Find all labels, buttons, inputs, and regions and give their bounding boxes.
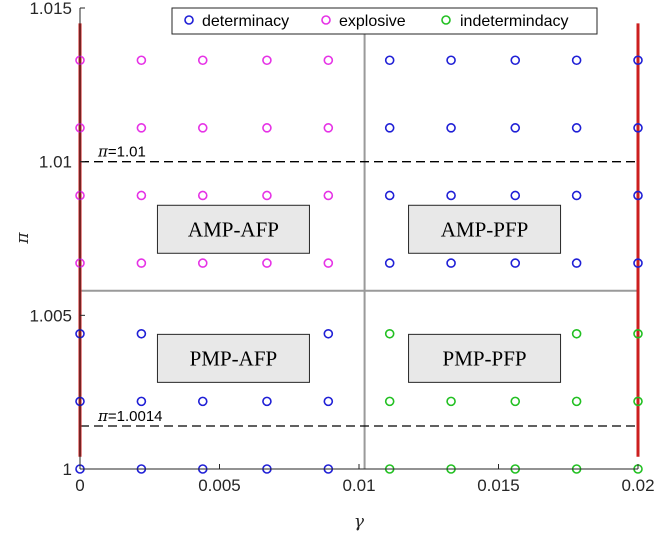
explosive-point (262, 55, 272, 66)
determinacy-point (571, 55, 582, 66)
determinacy-point (136, 396, 147, 407)
determinacy-point (571, 123, 582, 133)
ticks: 0 0.005 0.01 0.015 0.02 1 1.005 1.01 1.015 (29, 0, 654, 495)
region-labels: AMP-AFP AMP-PFP PMP-AFP PMP-PFP (156, 204, 562, 383)
explosive-point (136, 190, 147, 201)
legend-label-indetermindacy: indetermindacy (460, 13, 569, 30)
explosive-point (136, 258, 147, 268)
legend-marker-explosive (321, 15, 331, 25)
explosive-point (197, 123, 208, 133)
region-label: AMP-PFP (441, 217, 529, 241)
indetermindacy-point (633, 328, 643, 339)
explosive-point (323, 55, 334, 66)
determinacy-point (446, 55, 456, 66)
determinacy-point (446, 190, 456, 201)
explosive-point (323, 258, 334, 268)
determinacy-point (446, 123, 456, 133)
region-label-box (156, 204, 310, 254)
x-axis-label: γ (354, 512, 365, 532)
region-label-box (408, 333, 562, 383)
indetermindacy-point (510, 396, 521, 407)
determinacy-point (571, 258, 582, 268)
legend-marker-indetermindacy (441, 15, 451, 25)
explosive-point (136, 55, 147, 66)
y-tick-label: 1.015 (29, 0, 72, 18)
region-label-box (156, 333, 310, 383)
determinacy-point (384, 55, 395, 66)
determinacy-point (136, 328, 147, 339)
explosive-point (197, 55, 208, 66)
determinacy-point (510, 55, 521, 66)
determinacy-point (510, 258, 521, 268)
determinacy-point (384, 190, 395, 201)
explosive-point (197, 190, 208, 201)
determinacy-point (384, 123, 395, 133)
determinacy-point (197, 396, 208, 407)
explosive-point (262, 258, 272, 268)
x-tick-label: 0.02 (621, 476, 654, 495)
legend-box (171, 7, 598, 35)
x-tick-label: 0.005 (198, 476, 241, 495)
determinacy-point (262, 396, 272, 407)
explosive-point (197, 258, 208, 268)
legend-label-explosive: explosive (339, 13, 406, 30)
determinacy-point (510, 123, 521, 133)
determinacy-point (446, 258, 456, 268)
explosive-point (262, 190, 272, 201)
determinacy-point (571, 190, 582, 201)
legend: determinacy explosive indetermindacy (171, 7, 598, 35)
reference-line-label: π=1.01 (97, 143, 146, 161)
region-label: AMP-AFP (188, 217, 279, 241)
x-tick-label: 0.015 (477, 476, 520, 495)
determinacy-point (510, 190, 521, 201)
region-label: PMP-AFP (190, 346, 278, 370)
legend-marker-determinacy (184, 15, 194, 25)
determinacy-point (384, 258, 395, 268)
determinacy-point (633, 258, 643, 268)
regime-dividers (80, 8, 638, 469)
explosive-point (323, 190, 334, 201)
region-label: PMP-PFP (443, 346, 527, 370)
indetermindacy-point (384, 396, 395, 407)
indetermindacy-point (384, 328, 395, 339)
y-tick-label: 1.01 (39, 153, 72, 172)
determinacy-point (633, 55, 643, 66)
y-tick-label: 1 (63, 460, 72, 479)
reference-lines: π=1.01 π=1.0014 (80, 143, 638, 427)
indetermindacy-point (633, 396, 643, 407)
x-tick-label: 0 (75, 476, 84, 495)
indetermindacy-point (571, 396, 582, 407)
determinacy-point (323, 328, 334, 339)
legend-label-determinacy: determinacy (202, 13, 289, 30)
indetermindacy-point (446, 396, 456, 407)
explosive-point (323, 123, 334, 133)
determinacy-point (323, 396, 334, 407)
y-axis-label: π (13, 232, 33, 245)
region-label-box (408, 204, 562, 254)
determinacy-point (633, 190, 643, 201)
indetermindacy-point (571, 328, 582, 339)
reference-line-label: π=1.0014 (97, 407, 163, 425)
determinacy-point (633, 123, 643, 133)
y-tick-label: 1.005 (29, 306, 72, 325)
explosive-point (136, 123, 147, 133)
x-tick-label: 0.01 (342, 476, 375, 495)
explosive-point (262, 123, 272, 133)
